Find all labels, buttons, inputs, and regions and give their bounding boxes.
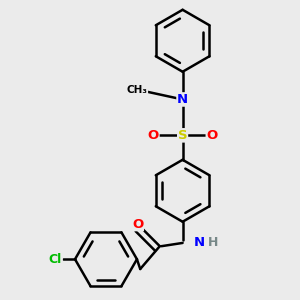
Text: H: H bbox=[207, 236, 218, 249]
Text: O: O bbox=[148, 129, 159, 142]
Text: CH₃: CH₃ bbox=[127, 85, 148, 95]
Text: O: O bbox=[206, 129, 218, 142]
Text: S: S bbox=[178, 129, 188, 142]
Text: Cl: Cl bbox=[49, 253, 62, 266]
Text: O: O bbox=[132, 218, 143, 230]
Text: N: N bbox=[194, 236, 205, 249]
Text: N: N bbox=[177, 93, 188, 106]
